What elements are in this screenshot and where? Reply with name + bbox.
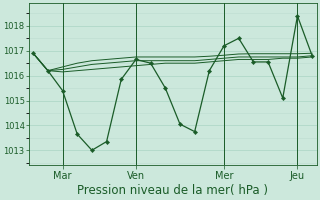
X-axis label: Pression niveau de la mer( hPa ): Pression niveau de la mer( hPa ) <box>77 184 268 197</box>
